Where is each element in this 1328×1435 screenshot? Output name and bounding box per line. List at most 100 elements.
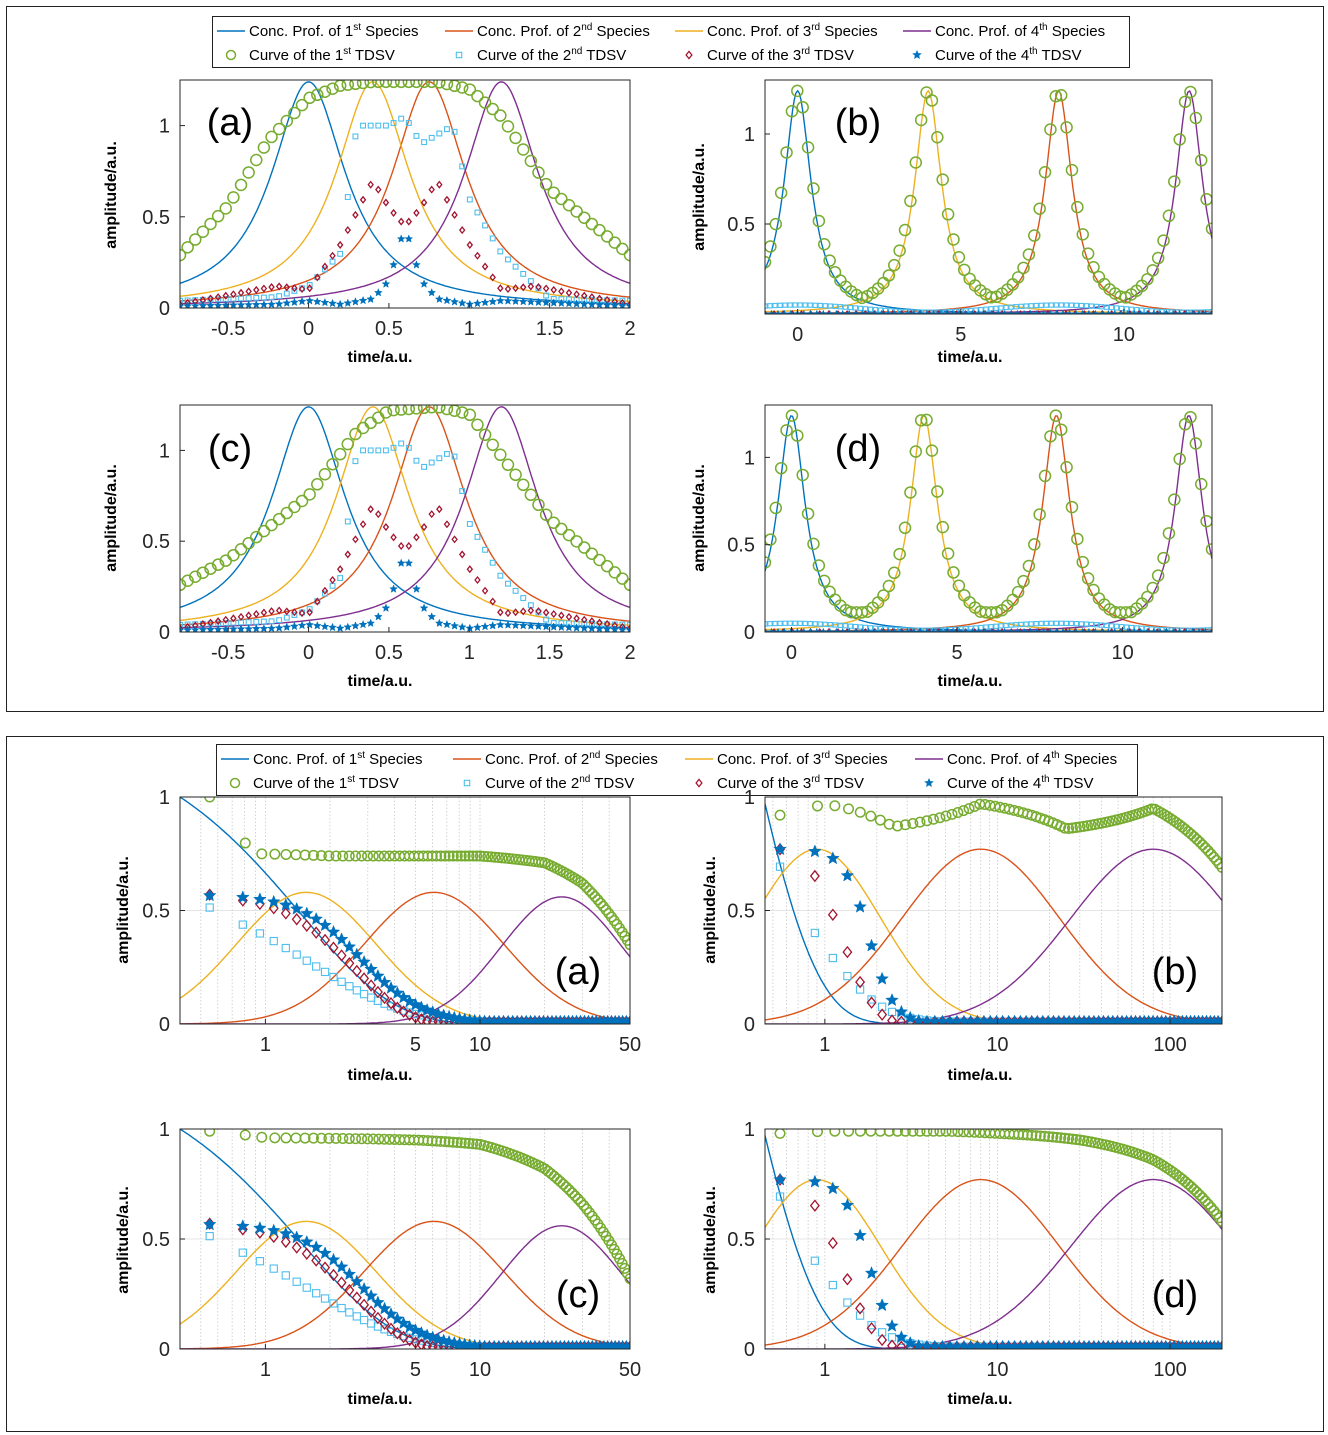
data-point <box>772 620 778 627</box>
legend-label: Conc. Prof. of 4th Species <box>935 22 1106 40</box>
legend-swatch <box>924 777 934 788</box>
data-point <box>968 800 980 812</box>
data-point <box>566 1187 578 1199</box>
data-point <box>489 273 496 282</box>
data-point <box>983 624 989 630</box>
y-tick-label: 0.5 <box>727 214 755 236</box>
data-point <box>1199 1195 1211 1207</box>
panel-label: (b) <box>1152 951 1198 993</box>
data-point <box>893 244 906 257</box>
data-point <box>854 806 866 818</box>
data-point <box>204 217 217 231</box>
data-point <box>180 578 187 592</box>
data-point <box>312 962 321 971</box>
data-point <box>1189 437 1203 450</box>
data-point <box>1053 620 1059 626</box>
data-point <box>1081 820 1093 832</box>
data-point <box>877 1333 888 1347</box>
data-point <box>289 901 304 915</box>
x-tick-label: 10 <box>1113 324 1135 346</box>
data-point <box>382 447 389 454</box>
data-point <box>489 559 496 566</box>
data-point <box>196 566 210 579</box>
legend-entry: Conc. Prof. of 3rd Species <box>673 19 878 43</box>
data-point <box>787 302 793 308</box>
y-axis-label: amplitude/a.u. <box>691 464 708 572</box>
data-point <box>958 1129 970 1138</box>
y-tick-label: 0.5 <box>727 901 755 923</box>
data-point <box>587 299 597 308</box>
legend-label: Curve of the 2nd TDSV <box>477 46 627 64</box>
data-point <box>328 941 339 954</box>
data-point <box>227 549 240 562</box>
data-point <box>842 304 849 310</box>
legend-label: Conc. Prof. of 2nd Species <box>485 750 658 768</box>
data-point <box>320 933 331 947</box>
data-point <box>466 565 474 574</box>
data-point <box>306 284 313 293</box>
data-point <box>427 612 437 621</box>
data-point <box>1033 621 1039 627</box>
data-point <box>350 947 364 961</box>
data-point <box>342 939 357 953</box>
data-point <box>1053 302 1059 308</box>
data-point <box>882 269 896 282</box>
data-point <box>359 972 370 985</box>
data-point <box>367 180 374 189</box>
data-point <box>593 553 606 567</box>
data-point <box>1038 165 1052 179</box>
legend-entry: Conc. Prof. of 4th Species <box>913 747 1117 771</box>
data-point <box>390 444 397 451</box>
data-point <box>558 287 565 296</box>
data-point <box>526 297 536 306</box>
data-point <box>366 294 376 304</box>
legend-label: Conc. Prof. of 1st Species <box>249 22 419 40</box>
data-point <box>616 242 629 256</box>
data-point <box>1194 477 1208 491</box>
data-point <box>426 1135 438 1147</box>
data-point <box>422 850 434 862</box>
data-point <box>230 290 237 299</box>
data-point <box>405 541 413 551</box>
data-point <box>1200 193 1212 206</box>
data-point <box>775 1192 785 1201</box>
data-point <box>1209 309 1212 314</box>
data-point <box>382 122 389 129</box>
data-point <box>253 285 260 294</box>
data-point <box>466 521 473 527</box>
data-point <box>364 962 378 976</box>
data-point <box>318 918 332 932</box>
data-point <box>419 279 429 288</box>
data-point <box>855 291 869 305</box>
data-point <box>379 1317 390 1330</box>
data-point <box>323 850 335 862</box>
legend-swatch <box>229 777 241 789</box>
data-point <box>1054 88 1068 102</box>
data-point <box>375 510 382 519</box>
data-point <box>1134 625 1140 631</box>
data-point <box>572 623 582 632</box>
data-point <box>311 1254 322 1267</box>
data-point <box>843 1298 852 1307</box>
data-point <box>253 1221 267 1235</box>
data-point <box>593 223 606 237</box>
data-point <box>1073 302 1080 308</box>
data-point <box>777 620 783 627</box>
data-point <box>1028 621 1034 627</box>
data-point <box>1044 123 1057 136</box>
data-point <box>265 130 278 144</box>
data-point <box>1087 261 1100 274</box>
data-point <box>343 1133 355 1145</box>
data-point <box>256 1131 268 1143</box>
data-point <box>941 208 955 221</box>
y-axis-label: amplitude/a.u. <box>691 143 708 251</box>
data-point <box>280 907 291 920</box>
data-point <box>311 88 324 102</box>
data-point <box>367 447 374 454</box>
data-point <box>602 624 612 632</box>
data-point <box>885 1318 899 1332</box>
data-point <box>323 1132 335 1144</box>
data-point <box>842 1273 853 1286</box>
x-tick-label: -0.5 <box>211 642 245 664</box>
